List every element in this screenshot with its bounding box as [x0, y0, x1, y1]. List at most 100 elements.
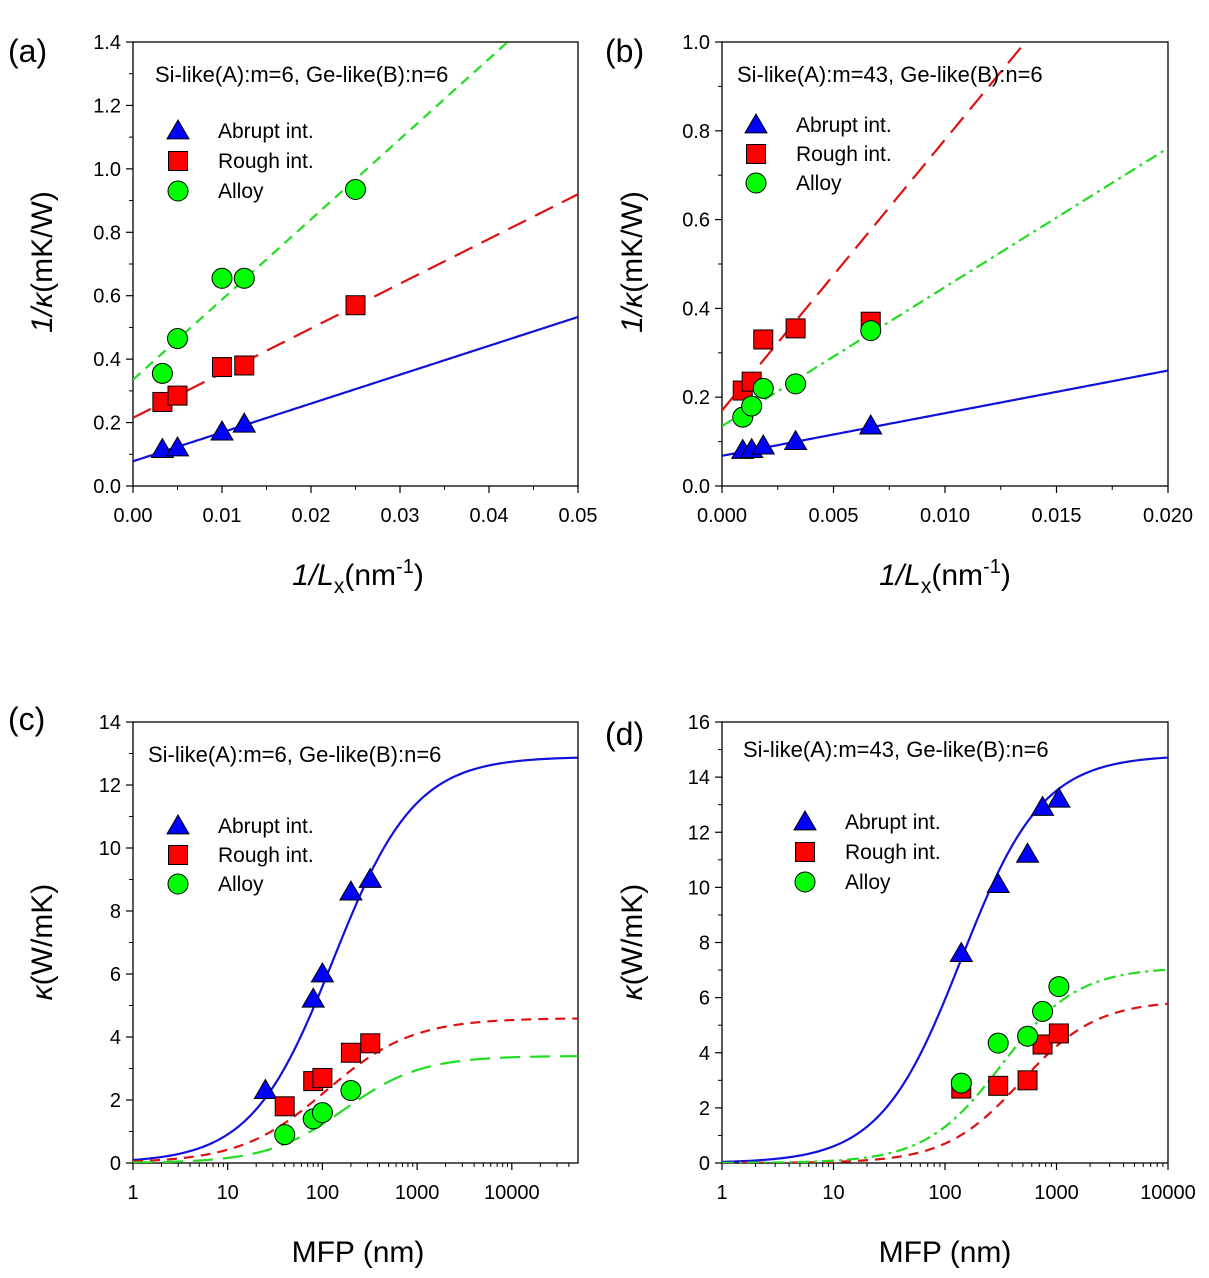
legend-label: Alloy	[845, 871, 891, 894]
data-point-triangle	[253, 1078, 278, 1099]
legend-label: Alloy	[796, 172, 842, 195]
fit-curve-triangle	[133, 756, 578, 1162]
panel-b: 0.0 0.2 0.4 0.6 0.8 1.0 0.000 0.005 0.010 0.015 0.…	[605, 32, 1193, 598]
legend-marker-circle	[167, 873, 189, 895]
y-axis-title-unit: (mK/W)	[616, 191, 649, 293]
data-point-triangle	[751, 434, 776, 455]
panel-annotation: Si-like(A):m=6, Ge-like(B):n=6	[155, 62, 448, 87]
data-point-circle	[167, 328, 188, 350]
y-tick-label: 4	[110, 1027, 121, 1049]
data-point-circle	[950, 1072, 972, 1094]
legend-label: Alloy	[218, 873, 264, 896]
y-axis-title: κ(W/mK)	[26, 884, 59, 1001]
legend-marker-triangle	[166, 814, 190, 835]
y-axis-title-main: κ	[26, 983, 59, 1000]
y-tick-label: 14	[99, 712, 121, 734]
panel-c: 0 2 4 6 8 10 12 14 1 10 100 1000 10000 Si-like(A):m=6…	[8, 701, 579, 1269]
data-point-triangle	[165, 435, 190, 457]
plot-frame	[132, 41, 579, 487]
y-tick-label: 12	[99, 775, 121, 797]
y-tick-label: 12	[688, 822, 710, 844]
data-point-circle	[1048, 976, 1070, 998]
y-tick-label: 0.8	[93, 222, 121, 244]
fit-curve-circle	[722, 968, 1168, 1163]
x-axis-title-sub: x	[334, 575, 345, 598]
y-tick-label: 10	[688, 877, 710, 899]
x-tick-label: 10	[822, 1182, 844, 1204]
data-point-square	[360, 1033, 381, 1054]
legend-label: Abrupt int.	[845, 811, 941, 834]
y-tick-label: 1.0	[93, 159, 121, 181]
panel-annotation: Si-like(A):m=6, Ge-like(B):n=6	[148, 742, 441, 767]
fit-curve-circle	[133, 1055, 578, 1163]
panel-tag: (b)	[605, 33, 644, 69]
panel-tag: (a)	[8, 33, 47, 69]
x-axis-title-sup: -1	[396, 556, 414, 578]
y-axis-title-main: κ	[616, 983, 649, 1000]
y-axis-title-unit: (W/mK)	[26, 884, 59, 986]
legend-label: Rough int.	[796, 143, 892, 166]
x-tick-label: 100	[928, 1182, 961, 1204]
data-point-square	[312, 1067, 333, 1088]
data-point-triangle	[301, 987, 326, 1008]
data-point-triangle	[339, 880, 363, 901]
y-tick-label: 0	[699, 1153, 710, 1175]
data-point-triangle	[358, 867, 383, 888]
panel-tag: (d)	[605, 716, 644, 752]
data-point-square	[234, 355, 255, 376]
data-point-circle	[211, 267, 233, 289]
fit-curve-square	[133, 1017, 578, 1163]
fit-curve-triangle	[133, 315, 578, 463]
x-tick-label: 100	[306, 1182, 339, 1204]
y-axis-title-unit: (mK/W)	[26, 191, 59, 293]
y-axis-title-unit: (W/mK)	[616, 884, 649, 986]
x-tick-label: 1000	[395, 1182, 440, 1204]
fit-curve-triangle	[722, 756, 1168, 1163]
legend-marker-triangle	[744, 113, 768, 134]
legend-label: Abrupt int.	[218, 120, 314, 143]
y-axis-title: κ(W/mK)	[616, 884, 649, 1001]
y-axis-title-main: 1/κ	[616, 291, 649, 333]
plot-frame	[721, 41, 1169, 487]
y-axis-title-main: 1/κ	[26, 291, 59, 333]
data-point-circle	[1032, 1000, 1054, 1022]
y-tick-label: 0.0	[682, 476, 710, 498]
data-point-circle	[151, 362, 173, 384]
data-point-triangle	[986, 872, 1011, 894]
x-tick-label: 0.010	[920, 505, 970, 527]
legend-marker-triangle	[166, 119, 190, 140]
y-axis-title: 1/κ(mK/W)	[616, 191, 649, 333]
x-tick-label: 0.02	[292, 505, 331, 527]
x-tick-label: 1000	[1034, 1182, 1079, 1204]
x-tick-label: 0.00	[114, 505, 153, 527]
x-axis-title: 1/Lx(nm-1)	[292, 556, 424, 598]
data-point-square	[753, 329, 774, 350]
x-tick-label: 10000	[484, 1182, 540, 1204]
x-axis-title-sub: x	[921, 575, 932, 598]
panel-d: 0 2 4 6 8 10 12 14 16 1 10 100 1000 10000 Si-like(A):m…	[605, 712, 1196, 1269]
y-tick-label: 0	[110, 1153, 121, 1175]
legend-label: Rough int.	[218, 150, 314, 173]
x-tick-label: 1	[127, 1182, 138, 1204]
data-point-square	[1048, 1023, 1069, 1044]
legend-marker-circle	[167, 180, 189, 202]
x-axis-title: 1/Lx(nm-1)	[879, 556, 1011, 598]
x-tick-label: 0.03	[381, 505, 420, 527]
x-axis-title-unit: (nm	[344, 559, 396, 592]
data-point-circle	[340, 1080, 362, 1102]
data-point-circle	[233, 267, 255, 289]
x-axis-title-main: 1/L	[879, 559, 921, 592]
data-point-circle	[741, 395, 763, 417]
x-axis-title-close: )	[1001, 559, 1011, 592]
data-point-square	[212, 357, 232, 378]
data-point-square	[988, 1075, 1009, 1096]
legend-marker-circle	[794, 871, 816, 893]
y-tick-label: 6	[110, 964, 121, 986]
x-tick-label: 0.020	[1143, 505, 1193, 527]
data-point-square	[167, 385, 188, 406]
panel-annotation: Si-like(A):m=43, Ge-like(B):n=6	[737, 62, 1043, 87]
x-axis-title-sup: -1	[983, 556, 1001, 578]
x-axis-title-unit: (nm	[931, 559, 983, 592]
y-tick-label: 6	[699, 988, 710, 1010]
